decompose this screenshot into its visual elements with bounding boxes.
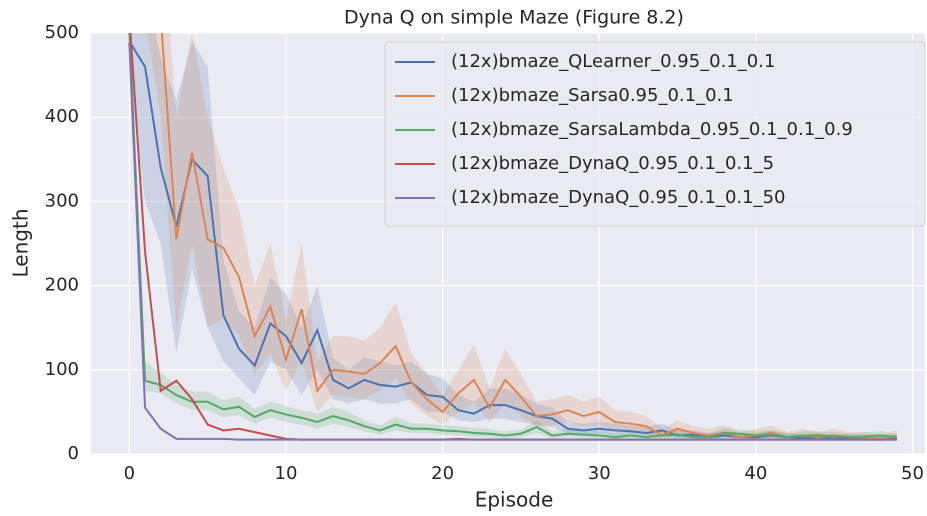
y-tick-label: 100	[45, 359, 79, 380]
x-tick-label: 30	[588, 463, 611, 484]
legend-box	[384, 41, 926, 227]
y-axis-label: Length	[9, 209, 33, 278]
y-tick-label: 400	[45, 106, 79, 127]
x-axis-label: Episode	[475, 488, 554, 512]
x-tick-label: 40	[744, 463, 767, 484]
legend-label: (12x)bmaze_DynaQ_0.95_0.1_0.1_5	[451, 153, 774, 174]
legend: (12x)bmaze_QLearner_0.95_0.1_0.1 (12x)bma…	[384, 41, 926, 227]
legend-label: (12x)bmaze_QLearner_0.95_0.1_0.1	[451, 51, 775, 72]
labels: 0 100 200 300 400 500 0 10 20 30 40 50	[45, 22, 924, 484]
chart-title: Dyna Q on simple Maze (Figure 8.2)	[344, 7, 684, 29]
y-tick-label: 300	[45, 190, 79, 211]
legend-label: (12x)bmaze_DynaQ_0.95_0.1_0.1_50	[451, 187, 785, 208]
confidence-band	[129, 33, 897, 440]
x-tick-label: 50	[901, 463, 924, 484]
y-tick-label: 0	[68, 443, 79, 464]
legend-label: (12x)bmaze_SarsaLambda_0.95_0.1_0.1_0.9	[451, 119, 853, 140]
series-line	[160, 33, 898, 440]
marks	[128, 33, 898, 442]
series-line	[128, 43, 897, 441]
series-line	[128, 33, 897, 439]
confidence-band	[129, 33, 897, 441]
y-tick-label: 500	[45, 22, 79, 43]
x-tick-label: 0	[124, 463, 135, 484]
y-tick-label: 200	[45, 275, 79, 296]
x-tick-label: 20	[431, 463, 454, 484]
legend-label: (12x)bmaze_Sarsa0.95_0.1_0.1	[451, 85, 734, 106]
confidence-band	[147, 33, 897, 442]
x-tick-label: 10	[275, 463, 298, 484]
